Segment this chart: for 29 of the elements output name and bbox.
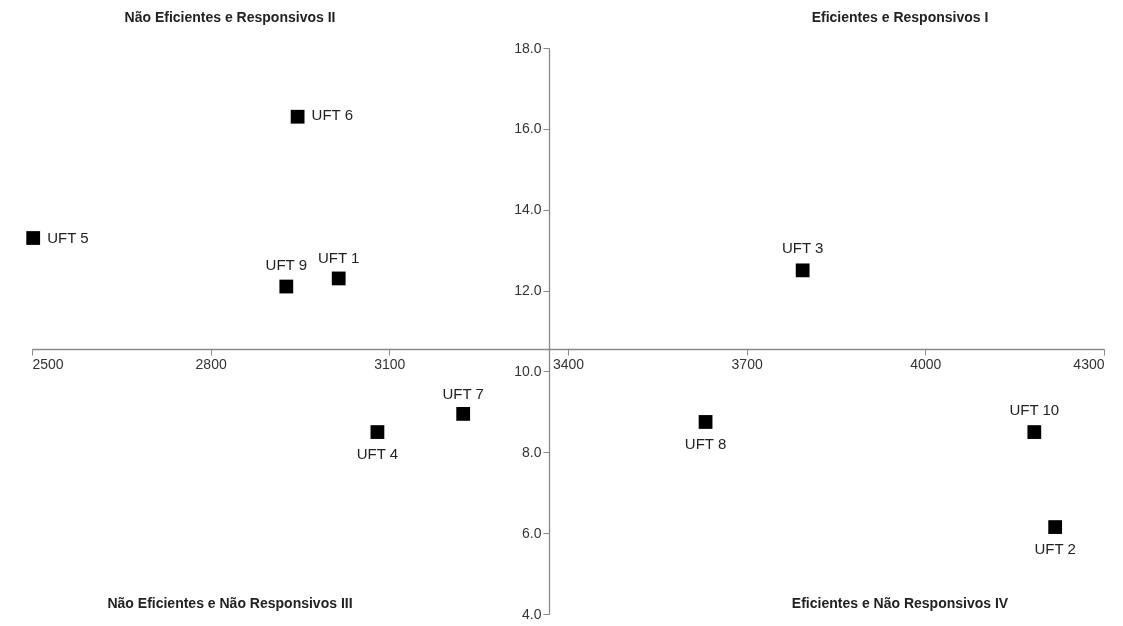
x-tick-label: 3400 — [552, 355, 585, 372]
y-tick-label: 10.0 — [514, 362, 542, 379]
y-tick-label: 14.0 — [514, 201, 542, 218]
annotation: UFT 3 — [781, 239, 824, 257]
annotation: UFT 4 — [356, 445, 399, 463]
x-tick-label: 4300 — [1073, 355, 1105, 372]
x-tick-label: 3700 — [731, 355, 763, 372]
annotation: UFT 7 — [442, 384, 484, 402]
annotation: UFT 6 — [311, 105, 354, 123]
annotation: UFT 10 — [1009, 401, 1060, 419]
text: Não Eficientes e Responsivos II — [124, 9, 336, 25]
annotation: UFT 8 — [684, 434, 727, 452]
x-tick-label: 2500 — [32, 355, 64, 372]
text: Eficientes e Responsivos I — [811, 9, 989, 25]
annotation: UFT 5 — [47, 229, 89, 247]
x-tick-label: 3100 — [374, 355, 406, 372]
y-tick-label: 8.0 — [522, 443, 542, 460]
annotation: UFT 1 — [318, 249, 360, 267]
annotation: Não Eficientes e Não Responsivos III — [107, 595, 353, 611]
y-tick-label: 16.0 — [514, 120, 542, 137]
y-tick-label: 4.0 — [522, 605, 542, 622]
annotation: UFT 2 — [1034, 540, 1076, 558]
y-tick-label: 18.0 — [514, 39, 542, 56]
y-tick-label: 12.0 — [514, 282, 542, 299]
x-tick-label: 2800 — [195, 355, 227, 372]
y-tick-label: 6.0 — [522, 524, 542, 541]
annotation: UFT 9 — [265, 255, 308, 273]
x-tick-label: 4000 — [910, 355, 942, 372]
annotation: Eficientes e Não Responsivos IV — [791, 595, 1009, 611]
